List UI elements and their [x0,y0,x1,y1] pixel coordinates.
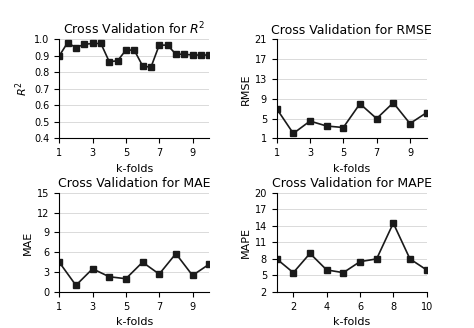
Y-axis label: $R^2$: $R^2$ [13,82,30,96]
X-axis label: k-folds: k-folds [116,317,153,327]
Title: Cross Validation for RMSE: Cross Validation for RMSE [271,24,432,37]
Title: Cross Validation for MAE: Cross Validation for MAE [58,177,210,190]
Y-axis label: MAE: MAE [23,230,33,255]
X-axis label: k-folds: k-folds [333,317,370,327]
Title: Cross Validation for MAPE: Cross Validation for MAPE [272,177,432,190]
Y-axis label: RMSE: RMSE [240,73,250,105]
Title: Cross Validation for $R^2$: Cross Validation for $R^2$ [63,20,205,37]
Y-axis label: MAPE: MAPE [240,227,250,258]
X-axis label: k-folds: k-folds [116,164,153,174]
X-axis label: k-folds: k-folds [333,164,370,174]
